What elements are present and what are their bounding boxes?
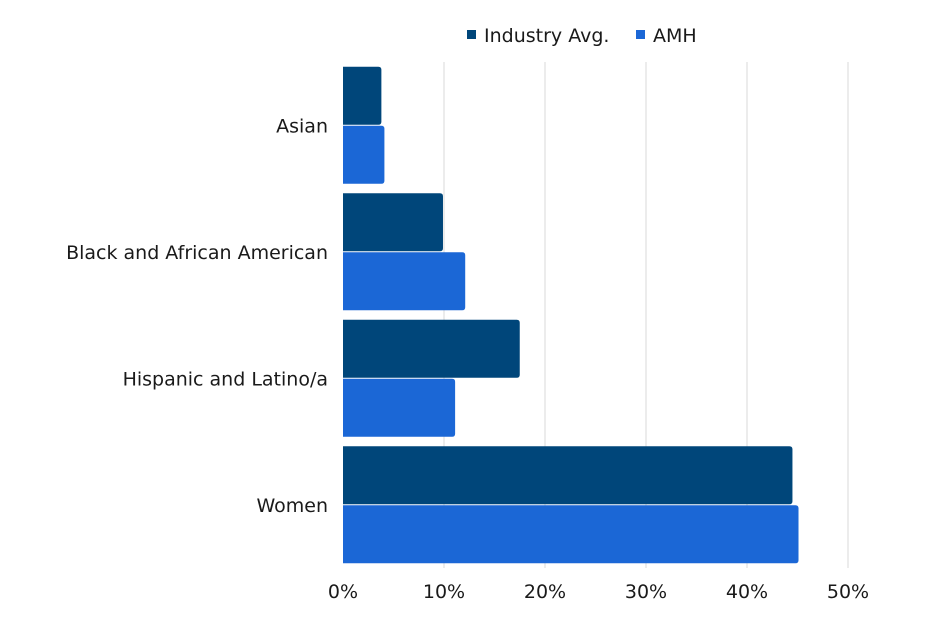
x-tick-label: 10% <box>423 581 465 603</box>
bar-amh <box>343 505 799 564</box>
x-axis-ticks: 0% 10% 20% 30% 40% 50% <box>328 581 869 603</box>
x-tick-label: 0% <box>328 581 358 603</box>
x-tick-label: 50% <box>827 581 869 603</box>
bars <box>343 66 799 564</box>
category-label: Hispanic and Latino/a <box>123 368 328 390</box>
x-tick-label: 20% <box>524 581 566 603</box>
bar-amh <box>343 252 466 311</box>
bar-industry-avg <box>343 66 382 125</box>
legend-label: Industry Avg. <box>484 25 609 47</box>
bar-industry-avg <box>343 319 520 378</box>
legend-swatch <box>467 30 476 39</box>
bar-industry-avg <box>343 193 443 252</box>
category-labels: Asian Black and African American Hispanic … <box>66 115 328 517</box>
x-tick-label: 30% <box>625 581 667 603</box>
category-label: Black and African American <box>66 242 328 264</box>
legend: Industry Avg. AMH <box>467 25 697 47</box>
bar-industry-avg <box>343 446 793 505</box>
category-label: Asian <box>276 115 328 137</box>
category-label: Women <box>256 495 328 517</box>
bar-amh <box>343 378 456 437</box>
legend-swatch <box>636 30 645 39</box>
bar-amh <box>343 125 385 184</box>
legend-label: AMH <box>653 25 697 47</box>
x-tick-label: 40% <box>726 581 768 603</box>
